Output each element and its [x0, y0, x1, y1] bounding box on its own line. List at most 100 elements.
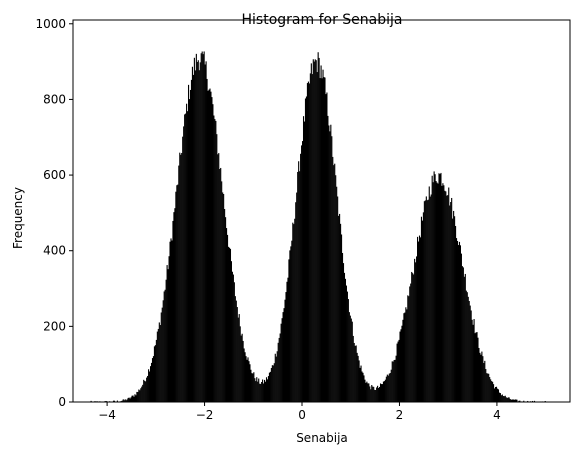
histogram-bar: [250, 369, 252, 402]
histogram-bar: [241, 333, 243, 402]
histogram-bar: [343, 272, 346, 402]
histogram-bar: [134, 394, 136, 402]
histogram-bar: [344, 278, 347, 402]
histogram-bar: [196, 61, 198, 403]
histogram-bar: [300, 153, 302, 402]
histogram-bar: [396, 343, 398, 402]
histogram-bar: [506, 398, 508, 402]
histogram-bar: [403, 313, 405, 402]
histogram-bar: [483, 363, 485, 402]
histogram-bar: [495, 386, 498, 402]
histogram-bar: [292, 222, 294, 402]
histogram-bar: [454, 216, 456, 402]
histogram-bar: [218, 153, 220, 402]
histogram-bar: [432, 182, 434, 402]
histogram-bar: [152, 356, 155, 402]
histogram-bar: [492, 381, 494, 402]
histogram-bar: [326, 92, 328, 402]
histogram-bar: [408, 296, 410, 402]
histogram-bar: [271, 365, 273, 402]
histogram-bar: [208, 89, 210, 402]
histogram-bar: [450, 202, 452, 402]
histogram-bar: [251, 373, 253, 402]
histogram-bar: [321, 78, 323, 402]
histogram-bar: [268, 372, 270, 402]
histogram-bar: [258, 378, 260, 402]
histogram-bar: [488, 373, 490, 402]
histogram-bar: [508, 397, 510, 402]
histogram-bar: [267, 376, 270, 402]
histogram-bar: [178, 165, 180, 402]
histogram-bar: [512, 399, 514, 402]
histogram-bar: [162, 300, 164, 402]
histogram-bar: [487, 373, 489, 402]
y-tick-label: 0: [58, 395, 66, 409]
histogram-bar: [240, 335, 242, 402]
histogram-bar: [164, 289, 166, 402]
histogram-bar: [265, 377, 268, 402]
histogram-bar: [333, 165, 335, 402]
histogram-bar: [303, 121, 306, 402]
histogram-bar: [496, 388, 499, 402]
histogram-bar: [481, 351, 483, 402]
histogram-bar: [247, 357, 249, 402]
histogram-bar: [394, 359, 396, 402]
histogram-bar: [531, 400, 534, 402]
histogram-bar: [379, 386, 381, 402]
histogram-bar: [294, 218, 296, 402]
histogram-bar: [299, 171, 301, 402]
histogram-bar: [411, 271, 413, 402]
histogram-bar: [231, 271, 233, 402]
histogram-bar: [473, 319, 475, 402]
histogram-bar: [269, 371, 271, 402]
histogram-bar: [216, 134, 218, 402]
histogram-bar: [171, 240, 173, 402]
histogram-bar: [389, 372, 391, 402]
histogram-bar: [505, 397, 507, 402]
histogram-bar: [474, 333, 476, 402]
histogram-bar: [475, 332, 477, 402]
histogram-bar: [229, 248, 232, 402]
histogram-bar: [296, 192, 298, 402]
histogram-bars: [87, 51, 546, 403]
histogram-bar: [449, 205, 451, 402]
histogram-bar: [378, 387, 380, 402]
histogram-bar: [368, 383, 370, 402]
histogram-bar: [379, 383, 382, 402]
histogram-bar: [451, 197, 453, 402]
histogram-bar: [197, 60, 199, 403]
histogram-bar: [186, 103, 188, 403]
histogram-bar: [220, 167, 222, 402]
histogram-bar: [185, 113, 187, 402]
histogram-bar: [219, 169, 221, 402]
histogram-bar: [390, 369, 392, 402]
histogram-bar: [142, 384, 144, 402]
histogram-bar: [514, 399, 516, 402]
histogram-bar: [297, 171, 299, 402]
histogram-bar: [189, 89, 192, 402]
histogram-bar: [169, 241, 171, 402]
histogram-bar: [301, 145, 303, 402]
histogram-bar: [130, 397, 132, 402]
histogram-bar: [336, 186, 338, 402]
histogram-bar: [202, 54, 204, 403]
histogram-bar: [358, 360, 360, 402]
histogram-bar: [458, 241, 461, 402]
histogram-bar: [277, 342, 279, 402]
histogram-bar: [308, 83, 310, 403]
histogram-bar: [465, 290, 467, 402]
histogram-bar: [415, 262, 417, 402]
histogram-bar: [236, 307, 238, 402]
histogram-bar: [498, 392, 500, 402]
histogram-bar: [113, 400, 116, 402]
histogram-bar: [295, 202, 297, 402]
histogram-bar: [282, 312, 284, 402]
x-axis-label: Senabija: [296, 431, 348, 445]
histogram-bar: [204, 64, 206, 402]
histogram-bar: [298, 161, 300, 402]
histogram-bar: [366, 381, 368, 402]
histogram-bar: [212, 104, 214, 402]
histogram-bar: [306, 83, 308, 402]
histogram-bar: [370, 389, 372, 402]
histogram-bar: [187, 84, 190, 403]
